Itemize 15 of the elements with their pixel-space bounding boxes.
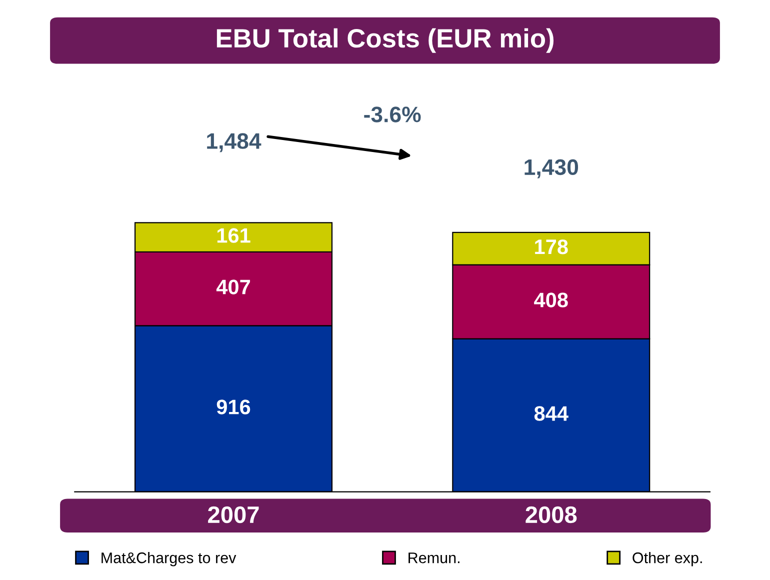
data-label: 161 xyxy=(217,228,250,243)
legend-label: Mat&Charges to rev xyxy=(102,552,236,566)
total-label: 1,484 xyxy=(207,133,262,152)
legend-label: Other exp. xyxy=(632,552,702,566)
data-label: 407 xyxy=(216,280,250,294)
text: -3.6% xyxy=(364,106,421,122)
legend-label: Remun. xyxy=(408,552,460,564)
total-label: 1,430 xyxy=(524,159,578,178)
chart-title: EBU Total Costs (EUR mio) xyxy=(216,28,554,53)
x-tick-label: 2008 xyxy=(526,506,577,524)
data-label: 408 xyxy=(534,292,568,308)
data-label: 178 xyxy=(535,239,568,254)
data-label: 844 xyxy=(534,406,568,421)
data-label: 916 xyxy=(216,400,250,414)
x-tick-label: 2007 xyxy=(208,506,259,524)
